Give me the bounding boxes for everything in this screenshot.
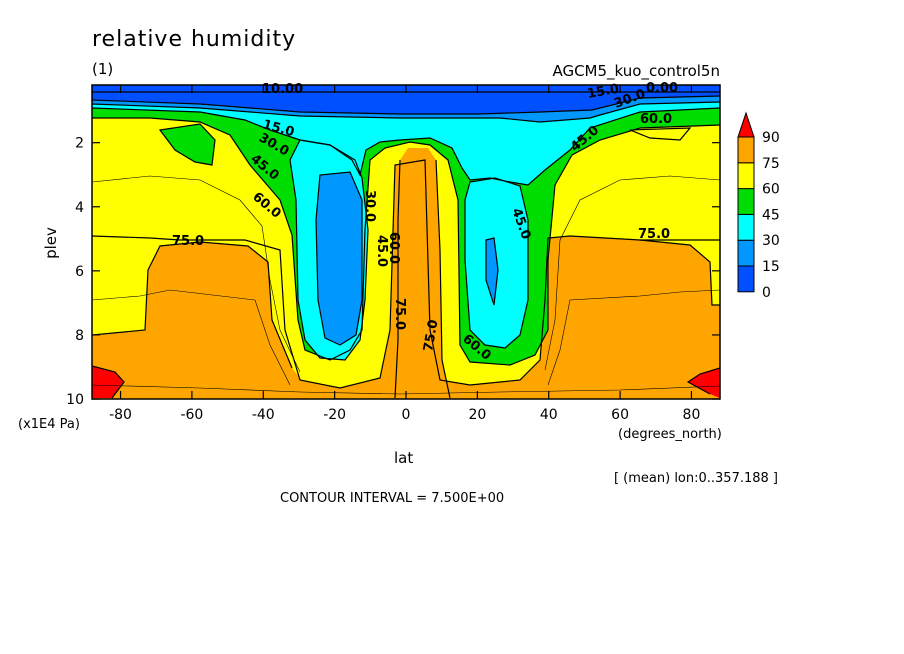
x-tick-label: 0 (402, 407, 411, 423)
source-label: AGCM5_kuo_control5n (552, 62, 720, 81)
colorbar-swatch (737, 136, 755, 164)
colorbar-label: 75 (762, 156, 780, 172)
colorbar-swatch (737, 188, 755, 215)
colorbar-extend-triangle (737, 111, 755, 138)
y-tick-label: 10 (66, 392, 84, 408)
colorbar-label: 30 (762, 233, 780, 249)
contour-label: 60.0 (386, 232, 401, 264)
x-tick-label: -20 (323, 407, 346, 423)
colorbar-swatch (737, 213, 755, 241)
contour-label: 10.00 (262, 82, 303, 97)
colorbar: 0 15 30 45 60 75 90 (737, 111, 780, 301)
fill-60-75-ur (550, 125, 720, 238)
colorbar-swatch (737, 239, 755, 267)
colorbar-swatch (737, 265, 755, 293)
y-tick-label: 8 (75, 328, 84, 344)
contour-label: 15.0 (586, 82, 620, 102)
contour-label: 75.0 (172, 234, 204, 249)
x-tick-label: -80 (109, 407, 132, 423)
contour-label: 30.0 (362, 190, 377, 222)
y-axis: 2 4 6 8 10 (66, 136, 720, 408)
x-tick-label: 60 (611, 407, 629, 423)
x-axis: -80 -60 -40 -20 0 20 40 60 80 (109, 85, 700, 423)
fill-15-30-left (316, 172, 362, 345)
colorbar-label: 15 (762, 259, 780, 275)
fill-90-right (688, 368, 720, 398)
colorbar-label: 90 (762, 130, 780, 146)
x-tick-label: -40 (252, 407, 275, 423)
contour-label: 75.0 (638, 227, 670, 242)
x-tick-label: 40 (540, 407, 558, 423)
contour-lines-thin (92, 175, 720, 395)
y-axis-label: plev (42, 227, 60, 259)
y-tick-label: 6 (75, 264, 84, 280)
contour-label: 45.0 (374, 235, 389, 267)
contour-label: 60.0 (640, 112, 672, 127)
chart-subtitle: (1) (92, 60, 113, 78)
x-tick-label: -60 (180, 407, 203, 423)
contour-label: 75.0 (392, 298, 407, 330)
averaging-note: [ (mean) lon:0..357.188 ] (614, 471, 778, 486)
fill-60-75-b (92, 236, 300, 378)
contour-label: 75.0 (421, 318, 441, 352)
x-axis-label: lat (394, 449, 413, 467)
colorbar-label: 60 (762, 182, 780, 198)
contour-interval: CONTOUR INTERVAL = 7.500E+00 (280, 491, 504, 506)
y-tick-label: 4 (75, 200, 84, 216)
chart-title: relative humidity (92, 27, 296, 52)
colorbar-label: 45 (762, 207, 780, 223)
fill-45-60-island (160, 124, 215, 165)
x-tick-label: 80 (683, 407, 701, 423)
fill-75-90-center (395, 148, 450, 398)
colorbar-label: 0 (762, 285, 771, 301)
y-tick-label: 2 (75, 136, 84, 152)
contour-field (91, 84, 721, 400)
contour-label: 0.00 (646, 81, 678, 96)
x-tick-label: 20 (468, 407, 486, 423)
fill-60-75-ul (92, 119, 280, 238)
y-units: (x1E4 Pa) (18, 417, 80, 432)
x-units: (degrees_north) (618, 427, 722, 442)
colorbar-swatch (737, 162, 755, 190)
